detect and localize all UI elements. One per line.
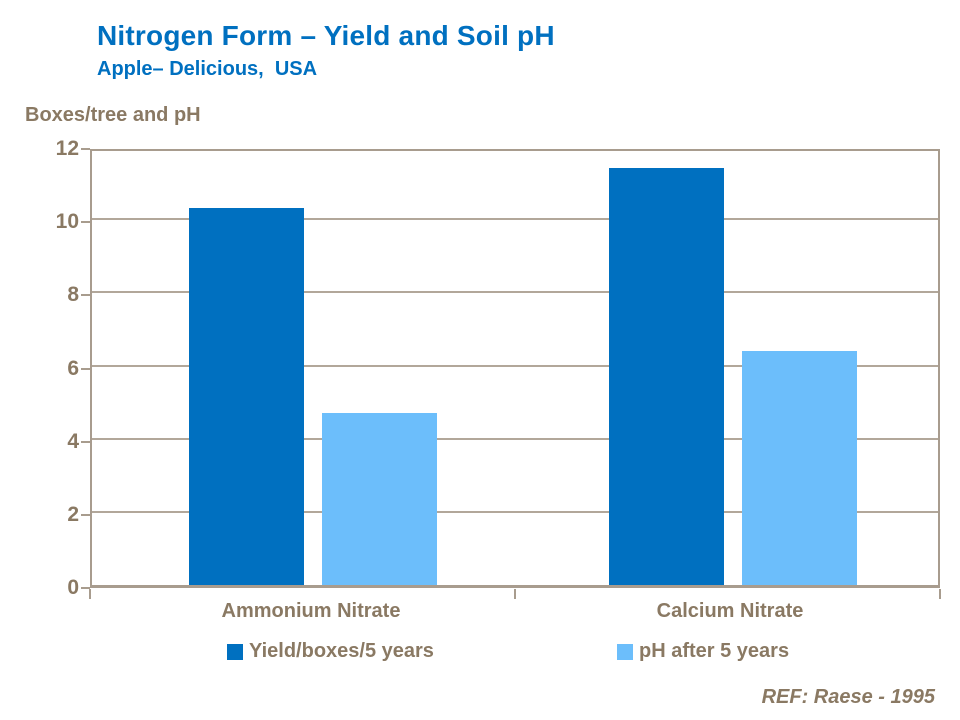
- y-tick-label-10: 10: [55, 210, 79, 234]
- bar-yield-ammonium-nitrate: [189, 208, 304, 585]
- category-label-calcium-nitrate: Calcium Nitrate: [656, 600, 804, 622]
- legend-item-yield: Yield/boxes/5 years: [227, 640, 434, 663]
- y-tick-mark-10: [81, 221, 90, 224]
- chart-subtitle: Apple– Delicious, USA: [97, 58, 318, 80]
- bar-yield-calcium-nitrate: [609, 167, 724, 585]
- y-tick-label-2: 2: [67, 502, 79, 526]
- y-tick-label-0: 0: [67, 576, 79, 599]
- gridline-10: [92, 218, 938, 221]
- y-tick-mark-0: [81, 587, 90, 589]
- legend-swatch-ph: [617, 643, 633, 660]
- y-tick-mark-2: [81, 513, 90, 516]
- gridline-2: [92, 510, 938, 513]
- gridline-4: [92, 437, 938, 440]
- x-tick-mark-2: [939, 589, 941, 599]
- x-tick-mark-0: [89, 589, 91, 599]
- y-tick-mark-12: [81, 148, 90, 150]
- y-tick-label-4: 4: [67, 429, 79, 453]
- y-axis-title: Boxes/tree and pH: [25, 104, 201, 126]
- y-tick-mark-8: [81, 294, 90, 297]
- y-tick-label-8: 8: [67, 283, 79, 307]
- reference-text: REF: Raese - 1995: [761, 686, 935, 708]
- legend-label-yield: Yield/boxes/5 years: [249, 640, 434, 662]
- bar-ph-after-5-years-calcium-nitrate: [742, 350, 857, 585]
- category-label-ammonium-nitrate: Ammonium Nitrate: [221, 600, 401, 622]
- gridline-8: [92, 291, 938, 294]
- chart: Ammonium Nitrate Calcium Nitrate 0 2 4 6 8 10…: [56, 137, 941, 622]
- legend-label-ph: pH after 5 years: [639, 640, 790, 662]
- y-tick-mark-4: [81, 440, 90, 443]
- legend-item-ph: pH after 5 years: [617, 640, 789, 663]
- x-tick-mark-1: [514, 589, 516, 599]
- bar-ph-after-5-years-ammonium-nitrate: [322, 413, 437, 585]
- chart-title: Nitrogen Form – Yield and Soil pH: [97, 20, 555, 51]
- gridline-6: [92, 364, 938, 367]
- y-tick-label-12: 12: [55, 137, 79, 160]
- y-tick-label-6: 6: [67, 356, 79, 380]
- plot-area: [90, 149, 940, 588]
- legend-swatch-yield: [227, 643, 243, 660]
- y-tick-mark-6: [81, 367, 90, 370]
